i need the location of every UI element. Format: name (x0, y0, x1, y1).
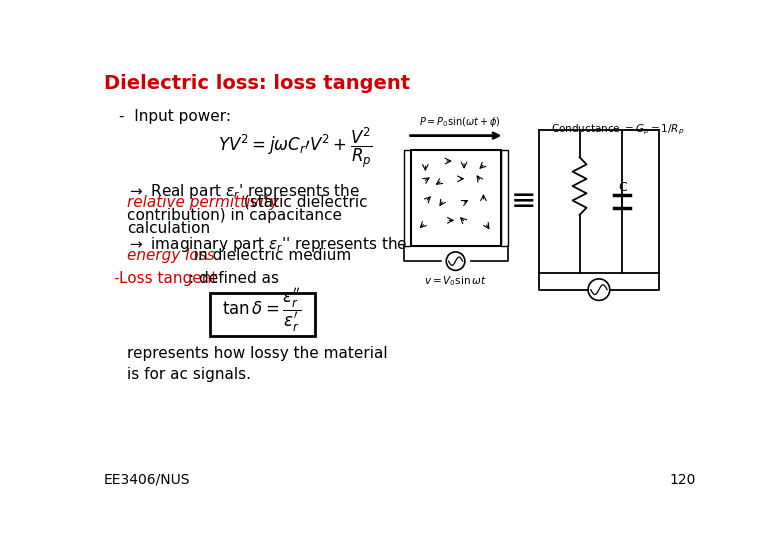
Text: relative permittivity: relative permittivity (127, 195, 278, 210)
Text: in dielectric medium: in dielectric medium (189, 248, 351, 263)
Text: C: C (618, 181, 626, 194)
Text: Conductance $= G_p = 1/R_p$: Conductance $= G_p = 1/R_p$ (551, 123, 684, 137)
Text: $v = V_0\sin\omega t$: $v = V_0\sin\omega t$ (424, 274, 487, 288)
Text: -  Input power:: - Input power: (119, 110, 231, 124)
Text: contribution) in capacitance: contribution) in capacitance (127, 208, 342, 223)
Text: energy loss: energy loss (127, 248, 214, 263)
Bar (210, 294, 314, 336)
Text: $\equiv$: $\equiv$ (505, 185, 535, 214)
Text: $\rightarrow$ Real part $\varepsilon_r$' represents the: $\rightarrow$ Real part $\varepsilon_r$'… (127, 182, 360, 201)
Text: : defined as: : defined as (189, 271, 279, 286)
Text: 120: 120 (669, 473, 696, 487)
Text: calculation: calculation (127, 221, 210, 236)
Bar (501, 150, 509, 246)
Text: $P=P_0\sin(\omega t+\phi)$: $P=P_0\sin(\omega t+\phi)$ (419, 116, 501, 130)
Text: represents how lossy the material
is for ac signals.: represents how lossy the material is for… (127, 346, 388, 382)
Text: $\tan\delta = \dfrac{\varepsilon_r^{\prime\prime}}{\varepsilon_r^{\prime}}$: $\tan\delta = \dfrac{\varepsilon_r^{\pri… (222, 287, 301, 335)
Bar (411, 150, 501, 246)
Text: (static dielectric: (static dielectric (239, 195, 367, 210)
Text: -: - (113, 271, 119, 286)
Text: Loss tangent: Loss tangent (119, 271, 218, 286)
Text: $\rightarrow$ imaginary part $\varepsilon_r$'' represents the: $\rightarrow$ imaginary part $\varepsilo… (127, 235, 407, 254)
Bar (403, 150, 411, 246)
Text: $YV^2 = j\omega\mathit{C}_r\prime V^2 + \dfrac{V^2}{R_p}$: $YV^2 = j\omega\mathit{C}_r\prime V^2 + … (218, 126, 372, 170)
Text: EE3406/NUS: EE3406/NUS (104, 473, 190, 487)
Text: Dielectric loss: loss tangent: Dielectric loss: loss tangent (104, 74, 410, 93)
